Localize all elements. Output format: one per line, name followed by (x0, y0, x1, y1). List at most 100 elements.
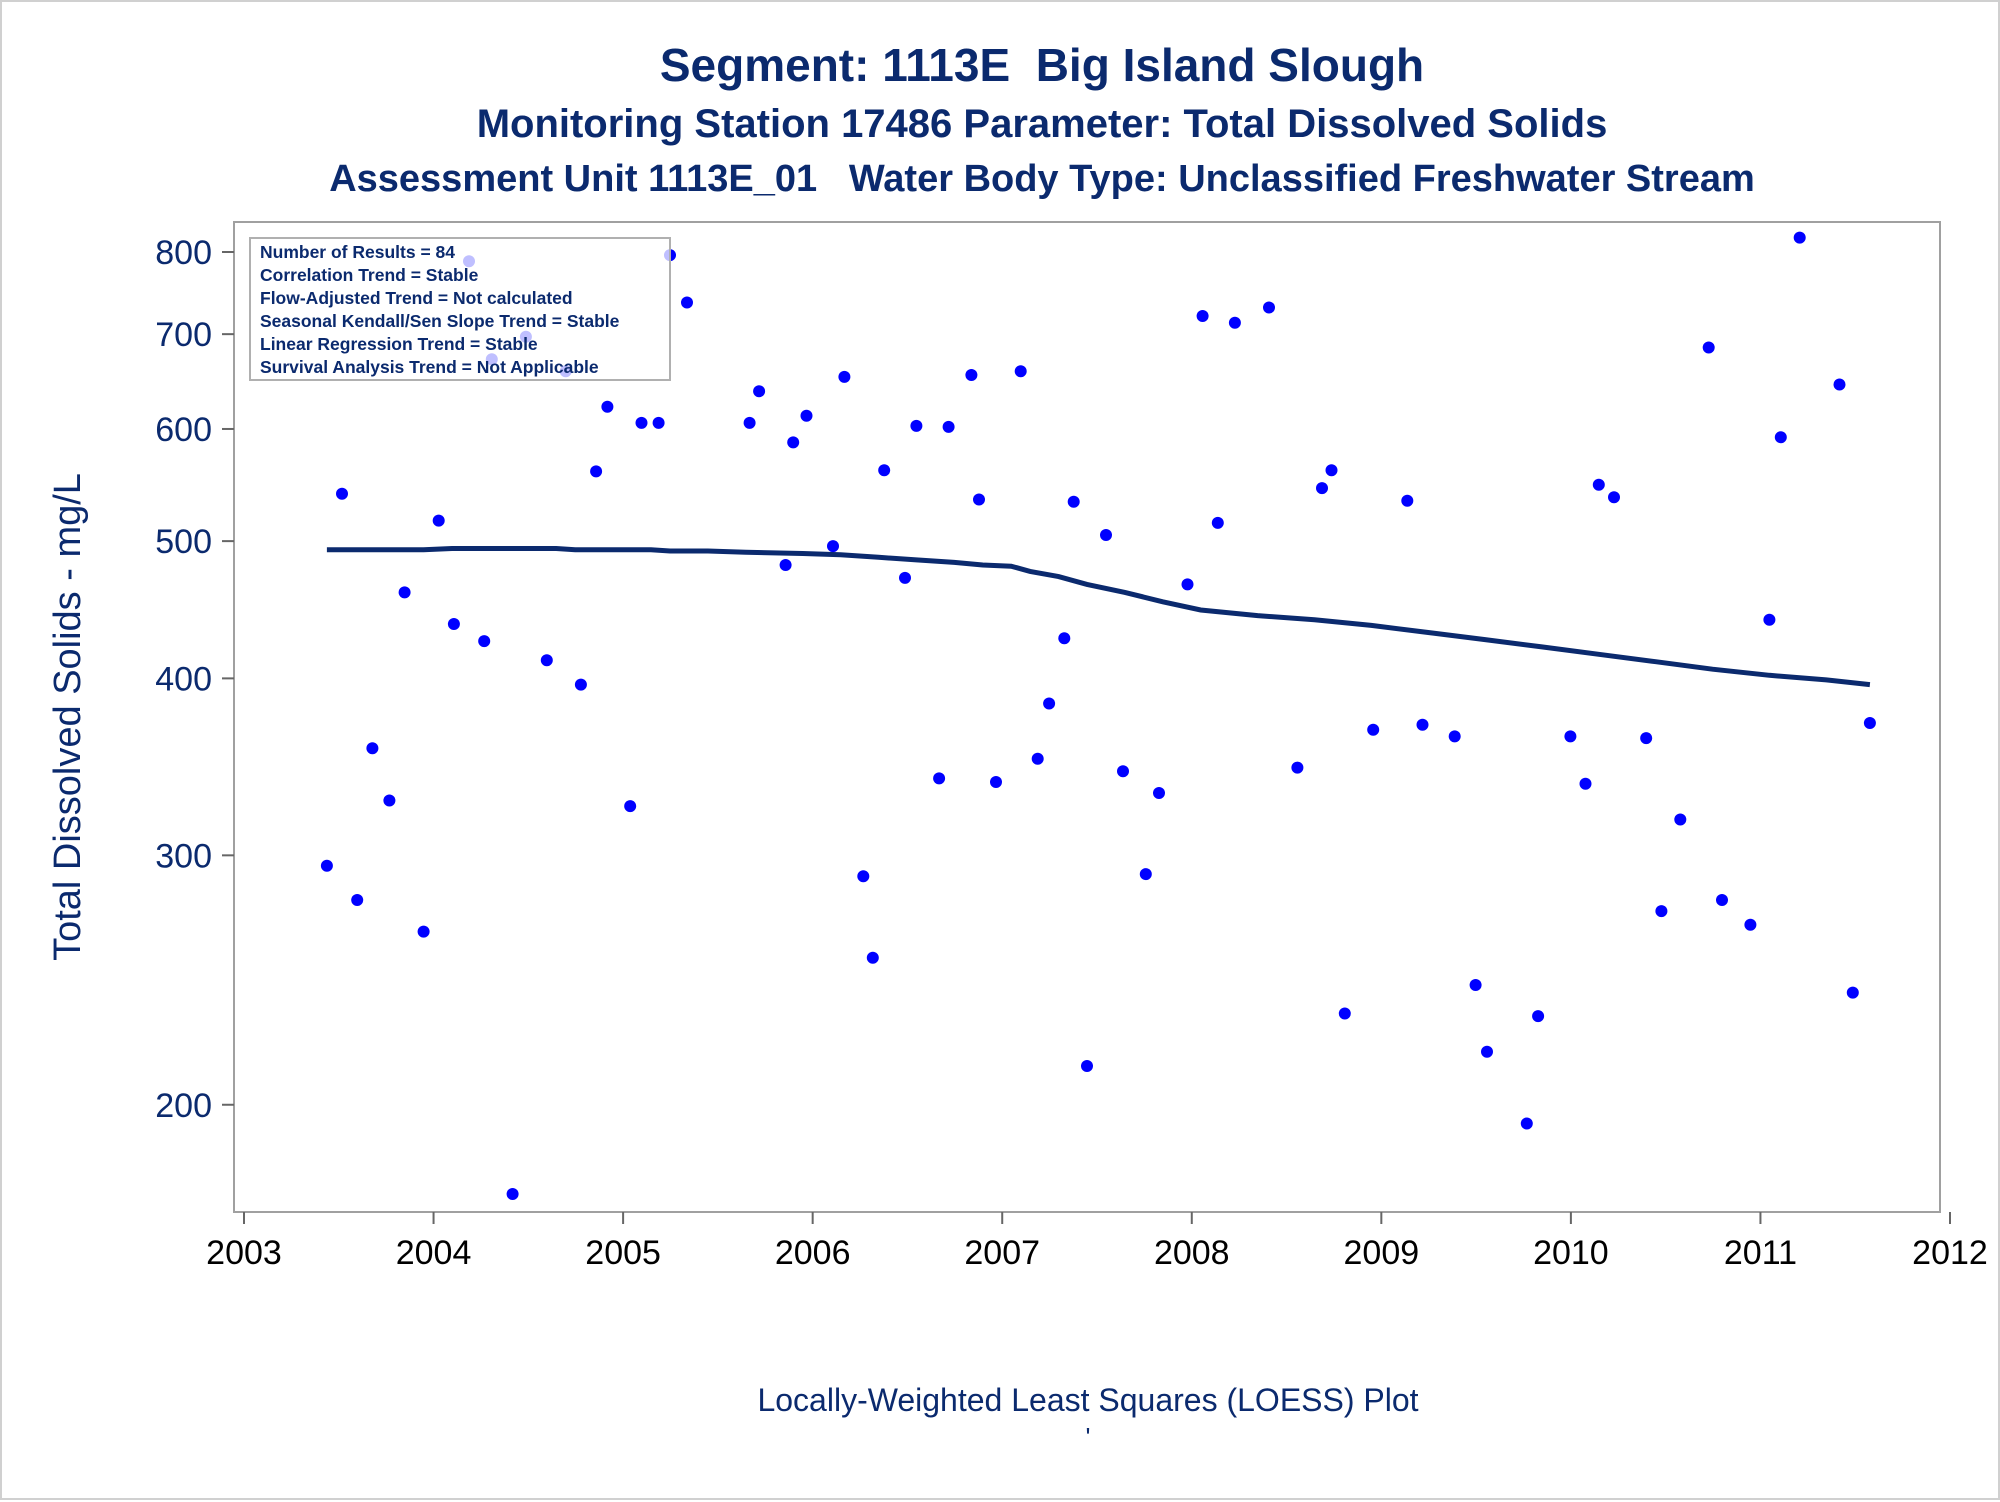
stats-line: Correlation Trend = Stable (260, 265, 479, 285)
y-tick-label: 200 (155, 1087, 212, 1125)
data-point (1181, 578, 1194, 591)
data-point (574, 678, 587, 691)
x-tick-label: 2010 (1533, 1234, 1609, 1272)
stats-line: Flow-Adjusted Trend = Not calculated (260, 288, 573, 308)
data-point (753, 385, 766, 398)
data-point (910, 419, 923, 432)
data-point (1401, 494, 1414, 507)
data-point (366, 742, 379, 755)
stats-line: Number of Results = 84 (260, 242, 455, 262)
data-point (478, 635, 491, 648)
chart-title: Segment: 1113E Big Island Slough (659, 39, 1425, 91)
x-tick-label: 2006 (775, 1234, 851, 1272)
stats-line: Survival Analysis Trend = Not Applicable (260, 357, 599, 377)
data-point (1228, 316, 1241, 329)
data-point (320, 859, 333, 872)
data-point (447, 618, 460, 630)
data-point (1081, 1060, 1093, 1072)
data-point (1744, 918, 1757, 931)
footnote: Locally-Weighted Least Squares (LOESS) P… (757, 1382, 1419, 1418)
data-point (1532, 1010, 1545, 1023)
chart-subtitle-2: Assessment Unit 1113E_01 Water Body Type… (329, 158, 1755, 200)
data-point (1592, 478, 1605, 491)
x-tick-label: 2007 (964, 1234, 1040, 1272)
data-point (336, 487, 348, 500)
data-point (383, 794, 396, 807)
chart-subtitle: Monitoring Station 17486 Parameter: Tota… (476, 102, 1608, 146)
data-point (1416, 718, 1429, 731)
data-point (590, 465, 603, 478)
stats-box (249, 237, 671, 381)
data-point (743, 416, 756, 429)
x-tick-label: 2012 (1912, 1234, 1988, 1272)
data-point (787, 436, 800, 449)
data-point (933, 772, 946, 785)
data-point (973, 493, 985, 506)
data-point (1702, 341, 1715, 354)
data-point (1846, 986, 1859, 999)
y-axis-label: Total Dissolved Solids - mg/L (47, 473, 89, 961)
data-point (827, 540, 839, 553)
y-tick-label: 400 (155, 660, 212, 698)
data-point (1058, 632, 1071, 645)
stats-line: Seasonal Kendall/Sen Slope Trend = Stabl… (260, 311, 620, 331)
data-point (1674, 813, 1687, 826)
data-point (1031, 752, 1044, 765)
data-point (1139, 868, 1152, 881)
data-point (1338, 1007, 1351, 1020)
footnote-mark: ' (1085, 1422, 1091, 1452)
data-point (965, 369, 978, 381)
data-point (1117, 765, 1129, 778)
x-tick-label: 2009 (1344, 1234, 1420, 1272)
data-point (838, 370, 851, 383)
data-point (866, 951, 879, 964)
data-point (1196, 310, 1209, 322)
data-point (398, 586, 411, 599)
data-point (878, 464, 891, 477)
data-point (1579, 777, 1592, 790)
data-point (624, 800, 637, 813)
x-tick-label: 2008 (1154, 1234, 1230, 1272)
x-tick-label: 2003 (206, 1234, 282, 1272)
data-point (1863, 717, 1876, 729)
data-point (1655, 905, 1668, 918)
data-point (1520, 1117, 1533, 1130)
loess-line (326, 546, 1871, 688)
data-point (1291, 761, 1304, 774)
y-tick-label: 700 (155, 316, 212, 354)
data-point (652, 416, 665, 429)
data-point (351, 894, 364, 906)
x-tick-label: 2004 (396, 1234, 472, 1272)
data-point (506, 1188, 519, 1200)
y-tick-label: 300 (155, 837, 212, 875)
data-point (1367, 723, 1380, 736)
data-point (1716, 894, 1728, 906)
x-tick-label: 2005 (585, 1234, 661, 1272)
data-point (942, 420, 955, 433)
data-point (899, 571, 911, 584)
data-point (1153, 787, 1165, 799)
data-point (1469, 979, 1482, 991)
data-point (1100, 529, 1112, 541)
plot-area (233, 221, 1941, 1213)
data-point (1263, 301, 1275, 314)
data-point (779, 559, 792, 571)
data-point (1640, 732, 1653, 745)
data-point (1014, 365, 1027, 378)
data-point (1067, 495, 1080, 508)
data-point (1833, 378, 1846, 391)
data-point (417, 925, 430, 938)
data-point (1481, 1045, 1493, 1058)
data-point (1325, 464, 1338, 477)
x-tick-label: 2011 (1724, 1234, 1797, 1272)
data-point (1793, 231, 1806, 244)
data-point (1211, 516, 1224, 529)
data-point (1763, 613, 1776, 626)
data-point (540, 654, 553, 667)
data-point (1564, 730, 1577, 743)
data-point (1448, 730, 1461, 743)
data-point (635, 416, 648, 429)
data-point (601, 400, 614, 413)
